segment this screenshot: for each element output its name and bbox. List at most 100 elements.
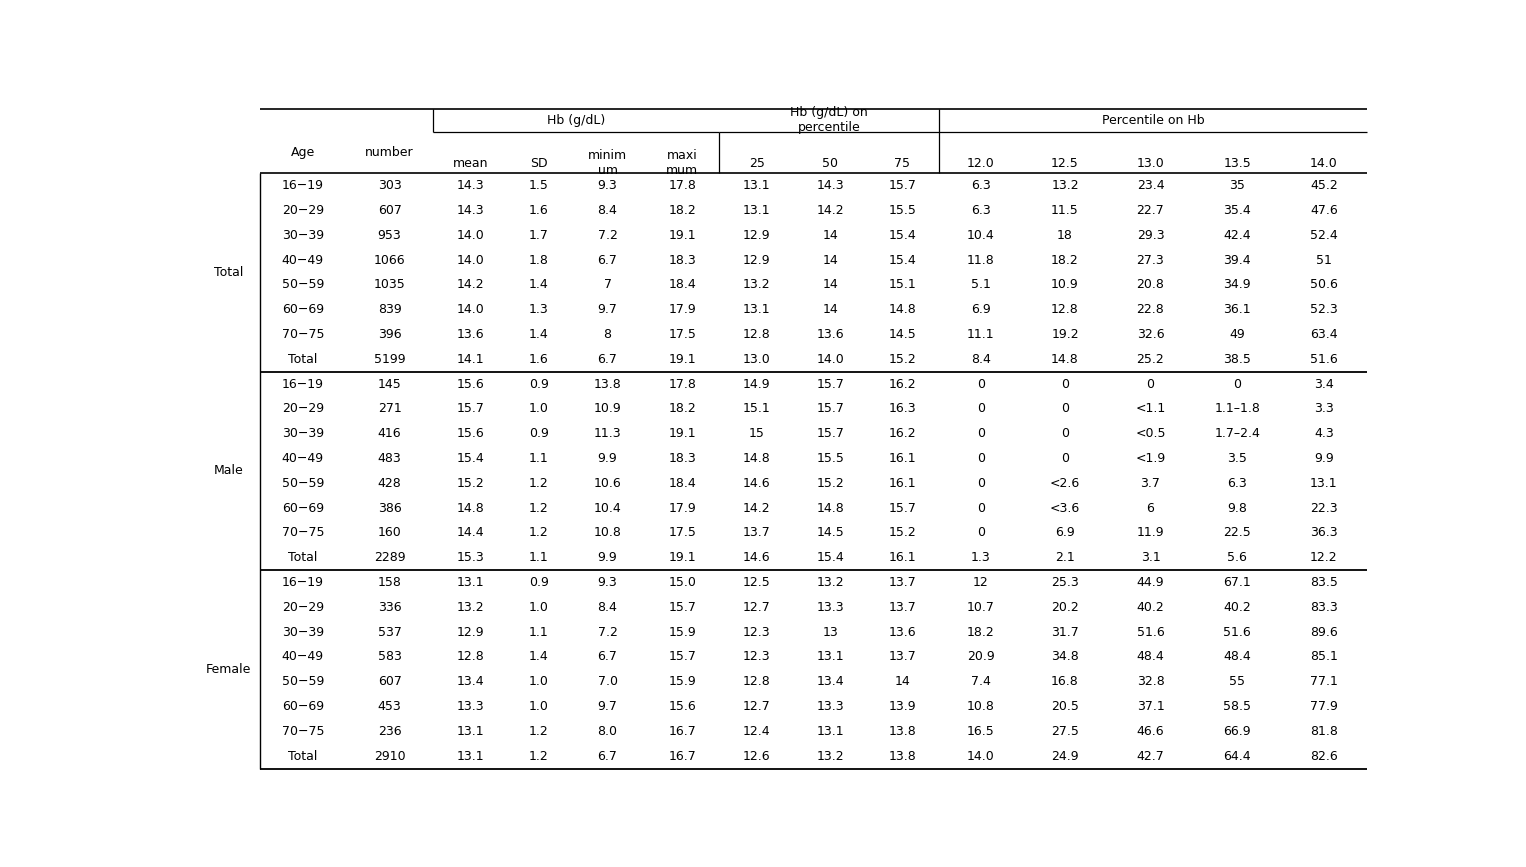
- Text: 271: 271: [378, 402, 401, 415]
- Text: 14: 14: [823, 229, 838, 242]
- Text: 40.2: 40.2: [1137, 601, 1164, 614]
- Text: 22.3: 22.3: [1309, 502, 1338, 515]
- Text: 13.0: 13.0: [743, 353, 771, 366]
- Text: 8.4: 8.4: [971, 353, 990, 366]
- Text: 13.4: 13.4: [816, 675, 844, 688]
- Text: 13.1: 13.1: [743, 303, 771, 316]
- Text: 1035: 1035: [374, 278, 406, 291]
- Text: 0: 0: [1061, 378, 1070, 391]
- Text: 14.3: 14.3: [456, 204, 484, 217]
- Text: 1.6: 1.6: [530, 204, 549, 217]
- Text: 19.1: 19.1: [668, 551, 696, 564]
- Text: 15.7: 15.7: [888, 502, 917, 515]
- Text: 18.3: 18.3: [668, 452, 696, 465]
- Text: 0: 0: [1146, 378, 1155, 391]
- Text: 12.5: 12.5: [743, 576, 771, 589]
- Text: 50: 50: [823, 157, 838, 170]
- Text: 4.3: 4.3: [1314, 427, 1334, 440]
- Text: 12.3: 12.3: [743, 626, 771, 639]
- Text: 0: 0: [977, 452, 984, 465]
- Text: 10.6: 10.6: [594, 477, 621, 490]
- Text: 1.1: 1.1: [530, 626, 549, 639]
- Text: 27.3: 27.3: [1137, 254, 1164, 267]
- Text: 9.3: 9.3: [598, 179, 618, 192]
- Text: SD: SD: [530, 157, 548, 170]
- Text: 13.8: 13.8: [888, 750, 916, 763]
- Text: 40.2: 40.2: [1224, 601, 1251, 614]
- Text: 17.9: 17.9: [668, 502, 696, 515]
- Text: 1.2: 1.2: [530, 750, 549, 763]
- Text: Hb (g/dL): Hb (g/dL): [548, 114, 606, 127]
- Text: 13.3: 13.3: [816, 601, 844, 614]
- Text: 583: 583: [377, 650, 401, 663]
- Text: 13.1: 13.1: [1309, 477, 1338, 490]
- Text: 15.9: 15.9: [668, 675, 696, 688]
- Text: 50−59: 50−59: [282, 278, 324, 291]
- Text: 14.8: 14.8: [456, 502, 484, 515]
- Text: 51.6: 51.6: [1224, 626, 1251, 639]
- Text: 1.4: 1.4: [530, 278, 549, 291]
- Text: 29.3: 29.3: [1137, 229, 1164, 242]
- Text: 15.4: 15.4: [888, 229, 916, 242]
- Text: 0: 0: [1061, 452, 1070, 465]
- Text: 64.4: 64.4: [1224, 750, 1251, 763]
- Text: 50.6: 50.6: [1309, 278, 1338, 291]
- Text: 15.2: 15.2: [816, 477, 844, 490]
- Text: 5199: 5199: [374, 353, 406, 366]
- Text: 20.8: 20.8: [1137, 278, 1164, 291]
- Text: 839: 839: [378, 303, 401, 316]
- Text: 11.1: 11.1: [967, 328, 995, 341]
- Text: 14.0: 14.0: [456, 229, 484, 242]
- Text: 14.6: 14.6: [743, 477, 771, 490]
- Text: 25.2: 25.2: [1137, 353, 1164, 366]
- Text: 50−59: 50−59: [282, 477, 324, 490]
- Text: 13.6: 13.6: [456, 328, 484, 341]
- Text: 13.2: 13.2: [816, 576, 844, 589]
- Text: 23.4: 23.4: [1137, 179, 1164, 192]
- Text: 13.2: 13.2: [456, 601, 484, 614]
- Text: 39.4: 39.4: [1224, 254, 1251, 267]
- Text: 17.8: 17.8: [668, 179, 696, 192]
- Text: 0: 0: [1061, 427, 1070, 440]
- Text: 75: 75: [894, 157, 911, 170]
- Text: 3.3: 3.3: [1314, 402, 1334, 415]
- Text: 12.8: 12.8: [1051, 303, 1079, 316]
- Text: 10.9: 10.9: [1051, 278, 1079, 291]
- Text: 8.4: 8.4: [598, 601, 618, 614]
- Text: 6.7: 6.7: [598, 254, 618, 267]
- Text: 13.7: 13.7: [743, 526, 771, 539]
- Text: 14.2: 14.2: [743, 502, 771, 515]
- Text: 14: 14: [894, 675, 911, 688]
- Text: 24.9: 24.9: [1051, 750, 1079, 763]
- Text: 145: 145: [378, 378, 401, 391]
- Text: 16−19: 16−19: [282, 179, 324, 192]
- Text: 16.7: 16.7: [668, 750, 696, 763]
- Text: 48.4: 48.4: [1137, 650, 1164, 663]
- Text: 51.6: 51.6: [1309, 353, 1338, 366]
- Text: 453: 453: [378, 700, 401, 713]
- Text: 13.1: 13.1: [743, 204, 771, 217]
- Text: 1.7–2.4: 1.7–2.4: [1215, 427, 1260, 440]
- Text: 6.7: 6.7: [598, 650, 618, 663]
- Text: 20−29: 20−29: [282, 204, 324, 217]
- Text: 15: 15: [749, 427, 765, 440]
- Text: 14.9: 14.9: [743, 378, 771, 391]
- Text: 1066: 1066: [374, 254, 406, 267]
- Text: 14.0: 14.0: [456, 303, 484, 316]
- Text: 7.4: 7.4: [971, 675, 990, 688]
- Text: 13.1: 13.1: [456, 750, 484, 763]
- Text: 15.2: 15.2: [888, 353, 916, 366]
- Text: 953: 953: [378, 229, 401, 242]
- Text: 0.9: 0.9: [530, 576, 549, 589]
- Text: 52.4: 52.4: [1309, 229, 1338, 242]
- Text: 6: 6: [1146, 502, 1155, 515]
- Text: 7: 7: [603, 278, 612, 291]
- Text: 16−19: 16−19: [282, 378, 324, 391]
- Text: 3.4: 3.4: [1314, 378, 1334, 391]
- Text: 6.3: 6.3: [971, 204, 990, 217]
- Text: 6.3: 6.3: [1227, 477, 1247, 490]
- Text: 14.5: 14.5: [888, 328, 916, 341]
- Text: 70−75: 70−75: [282, 526, 324, 539]
- Text: 7.0: 7.0: [598, 675, 618, 688]
- Text: 13.2: 13.2: [1051, 179, 1079, 192]
